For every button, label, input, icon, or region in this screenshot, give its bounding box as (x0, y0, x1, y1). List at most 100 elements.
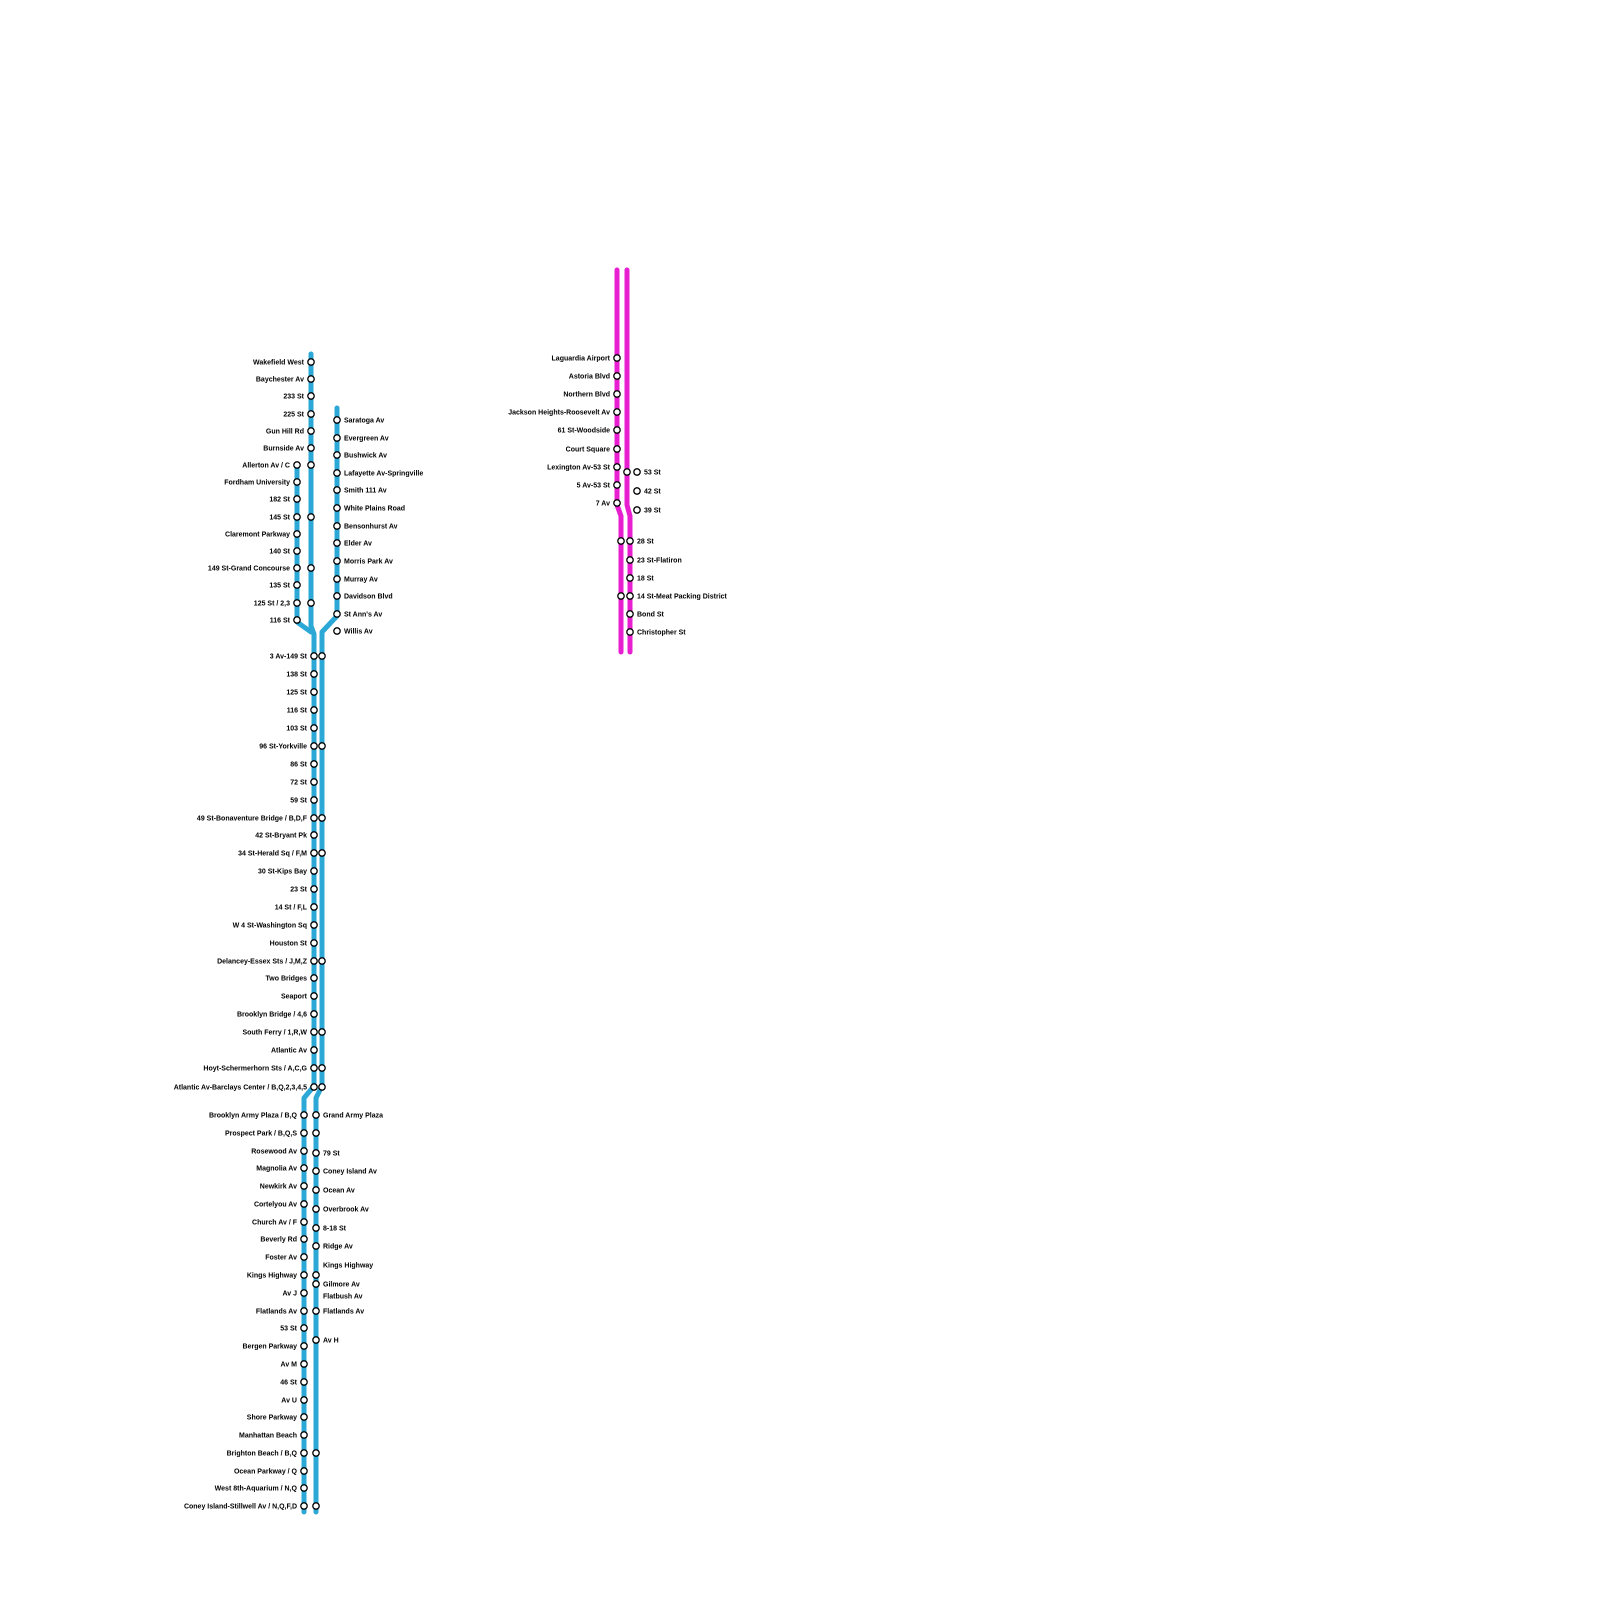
station-marker[interactable] (333, 592, 341, 600)
station-marker[interactable] (300, 1271, 308, 1279)
station-marker[interactable] (310, 867, 318, 875)
station-marker[interactable] (310, 921, 318, 929)
station[interactable]: W 4 St-Washington Sq (233, 921, 318, 930)
station-marker[interactable] (300, 1396, 308, 1404)
station-marker[interactable] (626, 537, 634, 545)
station-marker[interactable] (310, 670, 318, 678)
station[interactable]: Gilmore Av (312, 1280, 360, 1289)
station-marker[interactable] (293, 564, 301, 572)
station[interactable]: Seaport (281, 992, 318, 1001)
station-marker[interactable] (613, 372, 621, 380)
station[interactable]: 14 St / F,L (275, 903, 318, 912)
station-marker[interactable] (307, 599, 315, 607)
station[interactable]: Wakefield West (253, 358, 315, 367)
station[interactable]: Delancey-Essex Sts / J,M,Z (217, 957, 326, 966)
station[interactable]: Lafayette Av-Springville (333, 469, 424, 478)
station-marker[interactable] (318, 1028, 326, 1036)
station[interactable]: 39 St (633, 506, 662, 515)
station-marker[interactable] (310, 957, 318, 965)
station-marker[interactable] (300, 1502, 308, 1510)
station[interactable]: Bensonhurst Av (333, 522, 398, 531)
station-marker[interactable] (300, 1467, 308, 1475)
station-marker[interactable] (312, 1242, 320, 1250)
station[interactable]: 23 St (290, 885, 318, 894)
station-marker[interactable] (307, 513, 315, 521)
station-marker[interactable] (310, 1083, 318, 1091)
station[interactable]: 86 St (290, 760, 318, 769)
station[interactable]: 3 Av-149 St (270, 652, 326, 661)
station-marker[interactable] (318, 814, 326, 822)
station-marker[interactable] (307, 375, 315, 383)
station[interactable]: 182 St (269, 495, 301, 504)
station-marker[interactable] (617, 537, 625, 545)
station[interactable]: Av U (281, 1396, 308, 1405)
station[interactable]: 53 St (280, 1324, 308, 1333)
station-marker[interactable] (310, 849, 318, 857)
station[interactable]: Cortelyou Av (254, 1200, 308, 1209)
station[interactable]: Hoyt-Schermerhorn Sts / A,C,G (203, 1064, 326, 1073)
station[interactable]: Bushwick Av (333, 451, 387, 460)
station-marker[interactable] (310, 974, 318, 982)
station-marker[interactable] (312, 1186, 320, 1194)
station[interactable]: 125 St (286, 688, 318, 697)
station[interactable]: 149 St-Grand Concourse (208, 564, 315, 573)
station[interactable]: Atlantic Av (271, 1046, 318, 1055)
station-marker[interactable] (312, 1271, 320, 1279)
station-marker[interactable] (293, 461, 301, 469)
station-marker[interactable] (312, 1280, 320, 1288)
station-marker[interactable] (333, 575, 341, 583)
station-marker[interactable] (310, 688, 318, 696)
station-marker[interactable] (300, 1235, 308, 1243)
station[interactable]: St Ann's Av (333, 610, 383, 619)
station-marker[interactable] (626, 592, 634, 600)
station-marker[interactable] (633, 506, 641, 514)
station-marker[interactable] (300, 1289, 308, 1297)
station-marker[interactable] (310, 1010, 318, 1018)
station-marker[interactable] (310, 903, 318, 911)
station-marker[interactable] (613, 390, 621, 398)
station[interactable]: Elder Av (333, 539, 372, 548)
station[interactable]: South Ferry / 1,R,W (242, 1028, 326, 1037)
station-marker[interactable] (310, 992, 318, 1000)
station[interactable]: Coney Island-Stillwell Av / N,Q,F,D (184, 1502, 320, 1511)
station[interactable]: 53 St (623, 468, 662, 477)
station[interactable]: Burnside Av (263, 444, 315, 453)
station-marker[interactable] (310, 742, 318, 750)
station-marker[interactable] (617, 592, 625, 600)
station[interactable]: White Plains Road (333, 504, 405, 513)
station[interactable]: Gun Hill Rd (266, 427, 315, 436)
station-marker[interactable] (310, 1046, 318, 1054)
station-marker[interactable] (300, 1342, 308, 1350)
station-marker[interactable] (310, 796, 318, 804)
station[interactable]: 61 St-Woodside (558, 426, 621, 435)
station-marker[interactable] (310, 1064, 318, 1072)
station-marker[interactable] (293, 599, 301, 607)
station[interactable]: Willis Av (333, 627, 373, 636)
station-marker[interactable] (318, 849, 326, 857)
station-marker[interactable] (300, 1218, 308, 1226)
station[interactable]: Brooklyn Army Plaza / B,Q (209, 1111, 308, 1120)
station[interactable]: 18 St (626, 574, 655, 583)
station-marker[interactable] (312, 1336, 320, 1344)
station[interactable]: Two Bridges (266, 974, 318, 983)
station[interactable]: Flatlands Av (256, 1307, 320, 1316)
station[interactable]: 34 St-Herald Sq / F,M (238, 849, 326, 858)
station-marker[interactable] (312, 1167, 320, 1175)
station-marker[interactable] (312, 1502, 320, 1510)
station[interactable]: Bond St (626, 610, 665, 619)
station-marker[interactable] (300, 1182, 308, 1190)
station[interactable]: Lexington Av-53 St (547, 463, 621, 472)
station-marker[interactable] (633, 487, 641, 495)
station-marker[interactable] (333, 522, 341, 530)
station-marker[interactable] (307, 427, 315, 435)
station-marker[interactable] (300, 1378, 308, 1386)
station[interactable]: 116 St (270, 616, 301, 625)
station[interactable]: Evergreen Av (333, 434, 389, 443)
station-marker[interactable] (613, 408, 621, 416)
station-marker[interactable] (312, 1449, 320, 1457)
station[interactable]: Church Av / F (252, 1218, 308, 1227)
station[interactable]: Houston St (270, 939, 318, 948)
station[interactable]: 49 St-Bonaventure Bridge / B,D,F (197, 814, 326, 823)
station-marker[interactable] (333, 557, 341, 565)
station-marker[interactable] (300, 1164, 308, 1172)
